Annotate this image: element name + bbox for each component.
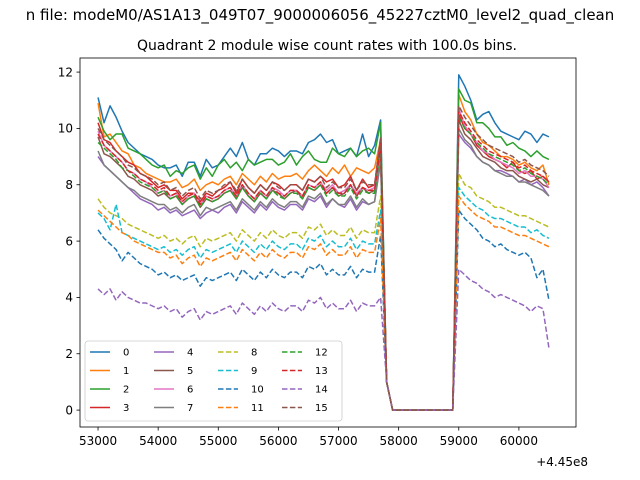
- x-tick-label: 54000: [139, 434, 177, 448]
- series-line-3: [97, 113, 550, 411]
- legend-label-14: 14: [315, 385, 328, 396]
- x-offset-text: +4.45e8: [536, 455, 588, 469]
- legend-label-1: 1: [123, 366, 129, 377]
- legend-label-11: 11: [251, 403, 264, 414]
- x-tick-label: 53000: [79, 434, 117, 448]
- legend-label-12: 12: [315, 348, 328, 359]
- y-tick-label: 2: [65, 347, 73, 361]
- x-tick-label: 59000: [440, 434, 478, 448]
- legend-label-0: 0: [123, 348, 129, 359]
- y-tick-label: 4: [65, 291, 73, 305]
- axis-ticks: 53000 54000 55000 56000 57000 58000 59000 60000…: [58, 65, 538, 448]
- series-line-8: [97, 172, 550, 411]
- y-tick-label: 12: [58, 65, 73, 79]
- series-line-14: [97, 268, 550, 411]
- y-tick-label: 10: [58, 122, 73, 136]
- legend-label-15: 15: [315, 403, 328, 414]
- legend-label-7: 7: [187, 403, 193, 414]
- x-tick-label: 55000: [199, 434, 237, 448]
- x-tick-label: 60000: [500, 434, 538, 448]
- x-tick-label: 56000: [259, 434, 297, 448]
- legend-label-2: 2: [123, 385, 129, 396]
- legend-label-10: 10: [251, 385, 264, 396]
- series-line-12: [97, 116, 550, 411]
- plot-lines: [97, 74, 550, 411]
- legend-box: [84, 340, 343, 422]
- legend-label-8: 8: [251, 348, 257, 359]
- series-line-15: [97, 105, 550, 411]
- series-line-9: [97, 186, 550, 411]
- legend-label-6: 6: [187, 385, 193, 396]
- figure-suptitle: n file: modeM0/AS1A13_049T07_9000006056_…: [26, 6, 615, 25]
- x-tick-label: 58000: [380, 434, 418, 448]
- series-line-1: [97, 93, 550, 411]
- legend-label-9: 9: [251, 366, 257, 377]
- axes-frame: [79, 57, 577, 428]
- chart-title: Quadrant 2 module wise count rates with …: [137, 38, 517, 54]
- x-tick-label: 57000: [319, 434, 357, 448]
- y-tick-label: 8: [65, 178, 73, 192]
- series-line-10: [97, 209, 550, 411]
- series-line-13: [97, 110, 550, 411]
- legend-label-3: 3: [123, 403, 129, 414]
- legend-label-13: 13: [315, 366, 328, 377]
- y-tick-label: 0: [65, 403, 73, 417]
- series-line-2: [97, 88, 550, 411]
- series-line-7: [97, 127, 550, 411]
- legend-label-4: 4: [187, 348, 193, 359]
- series-line-0: [97, 74, 550, 411]
- y-tick-label: 6: [65, 234, 73, 248]
- legend-label-5: 5: [187, 366, 193, 377]
- series-line-11: [97, 195, 550, 411]
